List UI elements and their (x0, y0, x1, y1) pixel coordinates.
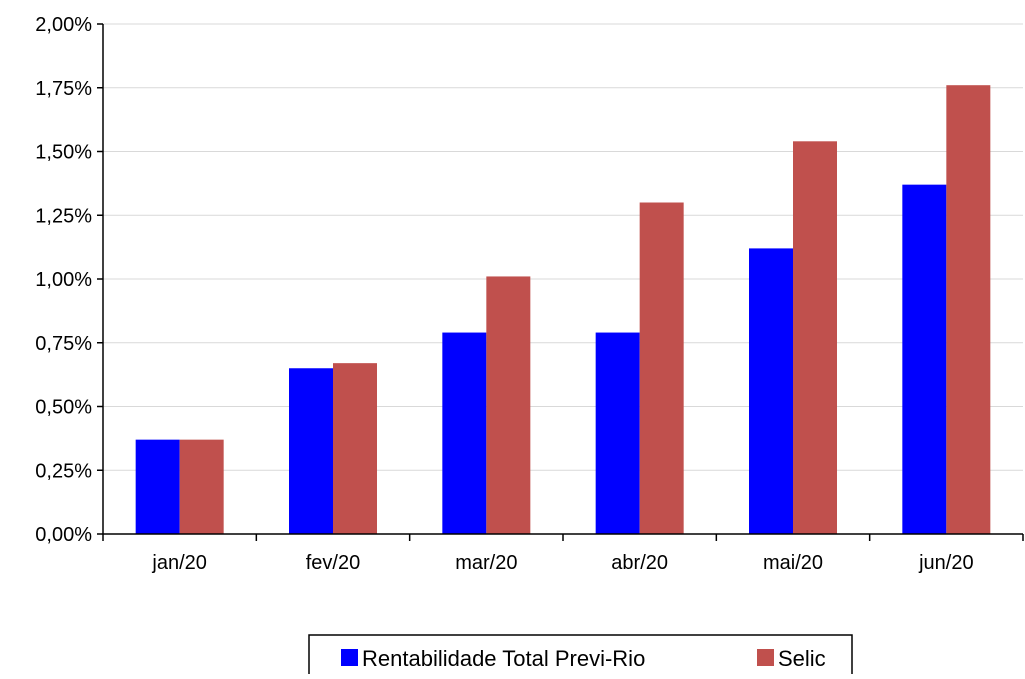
y-tick-label: 1,00% (35, 269, 92, 291)
y-tick-label: 2,00% (35, 14, 92, 36)
x-tick-label: mar/20 (455, 552, 517, 574)
bar-previ-rio (442, 333, 486, 534)
legend-swatch (757, 649, 774, 666)
x-tick-label: abr/20 (611, 552, 668, 574)
bar-selic (946, 85, 990, 534)
y-tick-label: 0,00% (35, 524, 92, 546)
y-tick-label: 0,75% (35, 333, 92, 355)
y-tick-label: 1,25% (35, 205, 92, 227)
gridlines (103, 24, 1023, 470)
legend-label: Rentabilidade Total Previ-Rio (362, 646, 645, 671)
x-tick-label: mai/20 (763, 552, 823, 574)
y-tick-label: 1,50% (35, 142, 92, 164)
y-tick-label: 0,25% (35, 460, 92, 482)
bar-previ-rio (289, 368, 333, 534)
bar-previ-rio (136, 440, 180, 534)
bar-previ-rio (596, 333, 640, 534)
bar-previ-rio (749, 248, 793, 534)
y-tick-label: 0,50% (35, 397, 92, 419)
y-tick-label: 1,75% (35, 78, 92, 100)
axes (97, 24, 1023, 541)
bar-selic (486, 276, 530, 534)
x-tick-label: fev/20 (306, 552, 360, 574)
bar-selic (793, 141, 837, 534)
x-tick-label: jun/20 (918, 552, 974, 574)
legend: Rentabilidade Total Previ-Rio Selic (309, 635, 852, 674)
bar-previ-rio (902, 185, 946, 534)
y-axis-tick-labels: 0,00% 0,25% 0,50% 0,75% 1,00% 1,25% 1,50% 1,75%… (35, 14, 92, 546)
bar-selic (640, 203, 684, 535)
bar-selic (333, 363, 377, 534)
legend-swatch (341, 649, 358, 666)
bars (136, 85, 991, 534)
x-tick-label: jan/20 (151, 552, 207, 574)
legend-label: Selic (778, 646, 826, 671)
x-axis-tick-labels: jan/20 fev/20 mar/20 abr/20 mai/20 jun/20 (151, 552, 973, 574)
bar-selic (180, 440, 224, 534)
